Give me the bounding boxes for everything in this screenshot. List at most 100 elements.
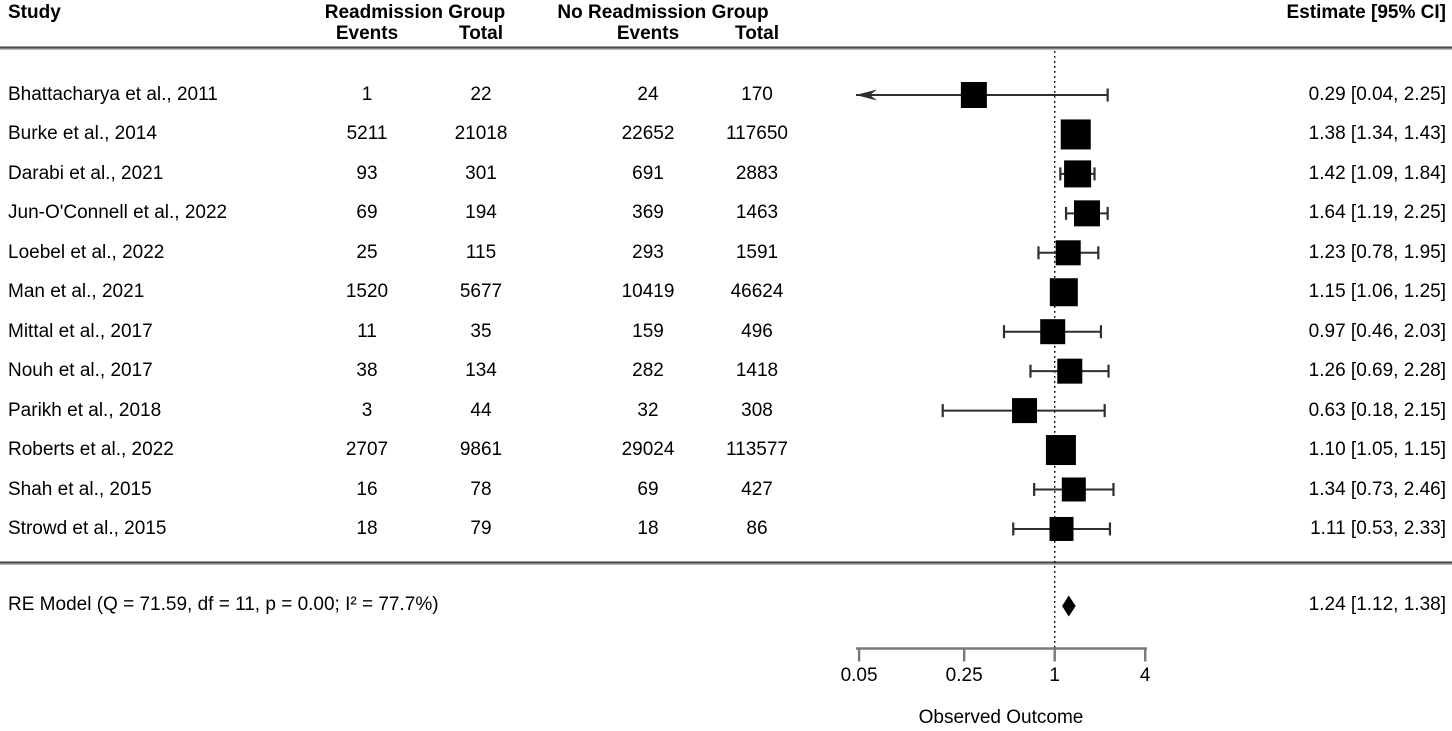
study-name: Mittal et al., 2017	[8, 320, 153, 342]
no-readmission-events: 691	[632, 162, 664, 184]
column-header-total-no-readmission: Total	[735, 23, 779, 44]
estimate-ci: 1.11 [0.53, 2.33]	[1310, 517, 1446, 539]
readmission-total: 78	[470, 478, 492, 500]
readmission-events: 69	[356, 202, 378, 224]
study-name: Jun-O'Connell et al., 2022	[8, 202, 228, 224]
readmission-events: 25	[356, 241, 378, 263]
column-header-events-no-readmission: Events	[616, 23, 680, 44]
study-name: Burke et al., 2014	[8, 123, 157, 145]
no-readmission-events: 10419	[621, 281, 675, 303]
ci-square	[1049, 516, 1074, 541]
estimate-ci: 1.38 [1.34, 1.43]	[1308, 123, 1446, 145]
summary-diamond	[1062, 595, 1076, 617]
no-readmission-total: 308	[741, 399, 773, 421]
ci-square	[1049, 278, 1078, 307]
readmission-total: 79	[470, 517, 492, 539]
column-header-estimate: Estimate [95% CI]	[1286, 2, 1446, 23]
estimate-ci: 1.10 [1.05, 1.15]	[1308, 439, 1446, 461]
readmission-total: 115	[465, 241, 497, 263]
no-readmission-total: 86	[746, 517, 768, 539]
study-name: Loebel et al., 2022	[8, 241, 165, 263]
readmission-total: 21018	[454, 123, 508, 145]
readmission-events: 3	[361, 399, 373, 421]
re-model-label: RE Model (Q = 71.59, df = 11, p = 0.00; …	[8, 594, 439, 615]
readmission-total: 301	[465, 162, 497, 184]
study-name: Roberts et al., 2022	[8, 439, 174, 461]
study-name: Strowd et al., 2015	[8, 517, 167, 539]
estimate-ci: 1.64 [1.19, 2.25]	[1308, 202, 1446, 224]
readmission-total: 44	[470, 399, 492, 421]
no-readmission-total: 1463	[735, 202, 779, 224]
readmission-total: 194	[465, 202, 497, 224]
no-readmission-events: 369	[632, 202, 664, 224]
no-readmission-events: 282	[632, 360, 664, 382]
arrow-left-icon	[856, 89, 877, 101]
estimate-ci: 1.42 [1.09, 1.84]	[1308, 162, 1446, 184]
readmission-events: 18	[356, 517, 378, 539]
study-name: Man et al., 2021	[8, 281, 145, 303]
readmission-events: 11	[357, 320, 377, 342]
x-axis-tick-label: 0.05	[840, 665, 878, 686]
x-axis-tick-label: 0.25	[945, 665, 983, 686]
no-readmission-events: 32	[637, 399, 659, 421]
no-readmission-total: 1591	[735, 241, 779, 263]
re-model-estimate: 1.24 [1.12, 1.38]	[1308, 594, 1446, 615]
no-readmission-events: 29024	[621, 439, 675, 461]
ci-square	[1064, 160, 1092, 188]
ci-square	[1040, 319, 1066, 345]
x-axis-tick-label: 4	[1139, 665, 1151, 686]
ci-square	[960, 82, 987, 108]
no-readmission-total: 117650	[726, 123, 788, 145]
x-axis-tick-label: 1	[1049, 665, 1060, 686]
column-header-total-readmission: Total	[459, 23, 503, 44]
no-readmission-total: 170	[741, 84, 773, 105]
estimate-ci: 0.97 [0.46, 2.03]	[1308, 320, 1446, 342]
ci-square	[1061, 477, 1086, 502]
no-readmission-total: 2883	[735, 162, 779, 184]
ci-square	[1057, 358, 1083, 384]
readmission-total: 134	[465, 360, 497, 382]
no-readmission-events: 18	[637, 517, 659, 539]
no-readmission-events: 293	[632, 241, 664, 263]
readmission-total: 22	[470, 84, 492, 105]
readmission-events: 38	[356, 360, 378, 382]
x-axis-title: Observed Outcome	[918, 707, 1084, 728]
no-readmission-events: 24	[637, 84, 659, 105]
estimate-ci: 0.29 [0.04, 2.25]	[1308, 84, 1446, 105]
no-readmission-events: 22652	[621, 123, 675, 145]
header-rule	[0, 46, 1452, 50]
readmission-total: 35	[470, 320, 492, 342]
no-readmission-total: 46624	[730, 281, 784, 303]
column-header-events-readmission: Events	[335, 23, 399, 44]
readmission-events: 2707	[345, 439, 389, 461]
readmission-total: 5677	[459, 281, 503, 303]
readmission-total: 9861	[459, 439, 503, 461]
no-readmission-total: 496	[741, 320, 773, 342]
study-name: Shah et al., 2015	[8, 478, 152, 500]
no-readmission-events: 69	[637, 478, 659, 500]
summary-rule	[0, 561, 1452, 565]
column-header-no-readmission-group: No Readmission Group	[557, 2, 769, 23]
readmission-events: 16	[356, 478, 378, 500]
estimate-ci: 1.34 [0.73, 2.46]	[1308, 478, 1446, 500]
ci-square	[1012, 398, 1038, 424]
no-readmission-total: 113577	[726, 439, 788, 461]
no-readmission-events: 159	[632, 320, 664, 342]
ci-square	[1060, 119, 1091, 150]
readmission-events: 93	[356, 162, 378, 184]
readmission-events: 1	[361, 84, 373, 105]
no-readmission-total: 427	[741, 478, 773, 500]
ci-square	[1045, 435, 1076, 466]
estimate-ci: 1.23 [0.78, 1.95]	[1308, 241, 1446, 263]
column-header-readmission-group: Readmission Group	[324, 2, 506, 23]
estimate-ci: 1.26 [0.69, 2.28]	[1308, 360, 1446, 382]
estimate-ci: 0.63 [0.18, 2.15]	[1308, 399, 1446, 421]
study-name: Bhattacharya et al., 2011	[8, 84, 218, 105]
study-name: Darabi et al., 2021	[8, 162, 164, 184]
readmission-events: 5211	[346, 123, 388, 145]
study-name: Parikh et al., 2018	[8, 399, 162, 421]
ci-square	[1074, 200, 1101, 227]
no-readmission-total: 1418	[735, 360, 779, 382]
